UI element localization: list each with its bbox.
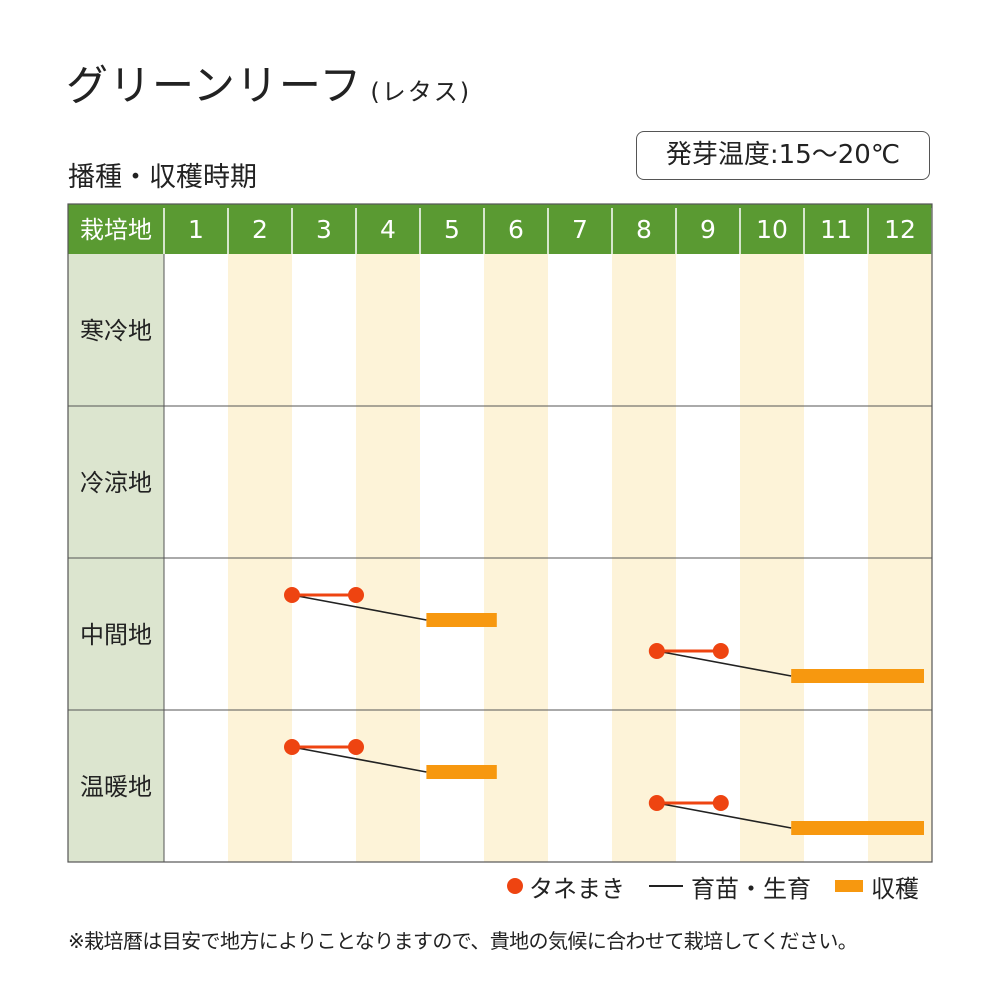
legend-item-harvest: 収穫 <box>835 869 919 904</box>
legend-item-grow: 育苗・生育 <box>649 869 811 904</box>
sowing-start-dot <box>648 643 665 659</box>
legend-harvest-label: 収穫 <box>871 874 919 903</box>
sowing-end-dot <box>712 795 729 811</box>
legend-grow-marker <box>649 885 683 887</box>
legend-sow-label: タネまき <box>529 874 625 903</box>
harvest-bar <box>426 765 497 779</box>
legend-harvest-marker <box>835 880 863 892</box>
month-header: 1 <box>188 215 204 244</box>
chart-subtitle: 播種・収穫時期 <box>68 162 257 193</box>
legend-sow-marker <box>507 878 523 894</box>
month-header: 8 <box>636 215 652 244</box>
region-label: 温暖地 <box>80 773 152 801</box>
header-row <box>68 204 932 254</box>
month-header: 11 <box>820 215 852 244</box>
region-label: 冷涼地 <box>80 469 152 497</box>
growing-line <box>291 594 427 621</box>
growing-line <box>291 746 427 773</box>
month-header: 10 <box>756 215 788 244</box>
legend-grow-label: 育苗・生育 <box>691 874 811 903</box>
chart-title: グリーンリーフ (レタス) <box>66 58 471 120</box>
corner-label: 栽培地 <box>80 216 152 244</box>
growing-line <box>656 650 792 677</box>
legend: タネまき 育苗・生育 収穫 <box>507 868 919 904</box>
month-header: 7 <box>572 215 588 244</box>
footnote: ※栽培暦は目安で地方によりことなりますので、貴地の気候に合わせて栽培してください… <box>68 929 858 953</box>
legend-item-sow: タネまき <box>507 869 625 904</box>
month-header: 9 <box>700 215 716 244</box>
month-header: 3 <box>316 215 332 244</box>
month-header: 12 <box>884 215 916 244</box>
sowing-end-dot <box>712 643 729 659</box>
region-label: 中間地 <box>80 621 152 649</box>
title-main: グリーンリーフ <box>66 61 363 110</box>
harvest-bar <box>426 613 497 627</box>
month-header: 5 <box>444 215 460 244</box>
sowing-end-dot <box>348 739 364 755</box>
title-sub: (レタス) <box>370 78 472 106</box>
sowing-end-dot <box>348 587 364 603</box>
harvest-bar <box>791 821 924 835</box>
sowing-start-dot <box>284 587 300 603</box>
region-label: 寒冷地 <box>80 317 152 345</box>
harvest-bar <box>791 669 924 683</box>
germination-temperature-box: 発芽温度:15〜20℃ <box>636 131 930 180</box>
sowing-start-dot <box>284 739 300 755</box>
table-border <box>67 203 933 863</box>
sowing-start-dot <box>648 795 665 811</box>
growing-line <box>656 802 792 829</box>
month-header: 4 <box>380 215 396 244</box>
month-header: 2 <box>252 215 268 244</box>
month-header: 6 <box>508 215 524 244</box>
